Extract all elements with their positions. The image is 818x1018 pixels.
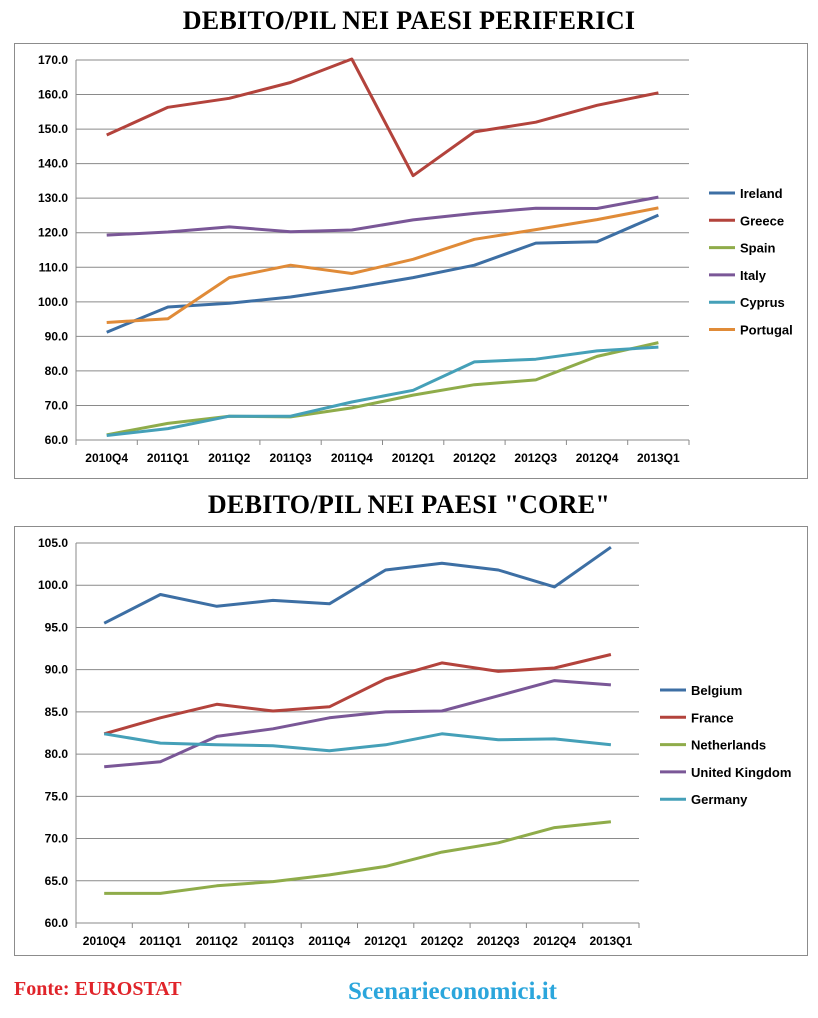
y-tick-label: 85.0 [45, 705, 69, 719]
x-tick-label: 2011Q1 [147, 451, 189, 465]
y-tick-label: 150.0 [38, 122, 68, 136]
series-line-cyprus [106, 345, 659, 437]
legend-label: Belgium [691, 683, 742, 698]
y-tick-label: 80.0 [45, 364, 69, 378]
legend-label: United Kingdom [691, 765, 791, 780]
y-tick-label: 95.0 [45, 620, 69, 634]
y-tick-label: 100.0 [38, 295, 68, 309]
chart1-title: DEBITO/PIL NEI PAESI PERIFERICI [182, 6, 636, 35]
legend-label: France [691, 710, 734, 725]
y-tick-label: 60.0 [45, 916, 69, 930]
y-tick-label: 100.0 [38, 578, 68, 592]
legend-label: Spain [740, 241, 775, 256]
x-tick-label: 2013Q1 [589, 934, 632, 948]
x-tick-label: 2012Q4 [576, 451, 619, 465]
chart2-plot: 60.0 65.0 70.0 75.0 80.0 85.0 90.0 95.0 100.0 105… [38, 536, 791, 948]
y-tick-label: 60.0 [45, 433, 69, 447]
x-tick-label: 2012Q4 [533, 934, 576, 948]
x-tick-label: 2011Q4 [308, 934, 350, 948]
x-tick-label: 2011Q4 [331, 451, 373, 465]
series-line-portugal [106, 206, 659, 324]
y-tick-label: 90.0 [45, 663, 69, 677]
x-tick-label: 2012Q3 [477, 934, 520, 948]
site-label: Scenarieconomici.it [348, 978, 557, 1005]
legend-label: Italy [740, 268, 767, 283]
x-tick-label: 2011Q3 [270, 451, 312, 465]
source-label: Fonte: EUROSTAT [14, 978, 182, 1000]
legend-label: Portugal [740, 323, 793, 338]
x-tick-label: 2012Q2 [453, 451, 496, 465]
series-line-spain [106, 341, 659, 437]
y-tick-label: 105.0 [38, 536, 68, 550]
x-tick-label: 2011Q1 [139, 934, 181, 948]
y-tick-label: 80.0 [45, 747, 69, 761]
chart2-title: DEBITO/PIL NEI PAESI "CORE" [207, 490, 611, 519]
series-line-greece [106, 57, 659, 178]
y-tick-label: 90.0 [45, 329, 69, 343]
y-tick-label: 120.0 [38, 226, 68, 240]
y-tick-label: 170.0 [38, 53, 68, 67]
y-tick-label: 110.0 [39, 260, 69, 274]
legend-label: Netherlands [691, 738, 766, 753]
legend-label: Greece [740, 213, 784, 228]
chart1-plot: 60.0 70.0 80.0 90.0 100.0 110.0 120.0 130.0 140.… [38, 53, 793, 465]
x-tick-label: 2012Q1 [364, 934, 407, 948]
legend-label: Germany [691, 792, 748, 807]
legend-label: Ireland [740, 186, 783, 201]
series-line-belgium [103, 545, 612, 625]
x-tick-label: 2013Q1 [637, 451, 680, 465]
legend-label: Cyprus [740, 295, 785, 310]
y-tick-label: 65.0 [45, 874, 69, 888]
series-line-france [103, 653, 612, 736]
x-tick-label: 2010Q4 [83, 934, 126, 948]
y-tick-label: 70.0 [45, 832, 69, 846]
series-line-ireland [106, 213, 659, 334]
chart2-frame: 60.0 65.0 70.0 75.0 80.0 85.0 90.0 95.0 100.0 105… [14, 526, 808, 956]
chart1-frame: 60.0 70.0 80.0 90.0 100.0 110.0 120.0 130.0 140.… [14, 43, 808, 479]
y-tick-label: 160.0 [38, 88, 68, 102]
x-tick-label: 2012Q1 [392, 451, 435, 465]
series-line-united-kingdom [104, 679, 612, 769]
y-tick-label: 130.0 [38, 191, 68, 205]
x-tick-label: 2012Q2 [421, 934, 464, 948]
y-tick-label: 70.0 [45, 398, 69, 412]
x-tick-label: 2010Q4 [85, 451, 128, 465]
x-tick-label: 2012Q3 [514, 451, 557, 465]
x-tick-label: 2011Q3 [252, 934, 294, 948]
x-tick-label: 2011Q2 [196, 934, 238, 948]
series-line-italy [106, 195, 659, 237]
series-line-germany [103, 732, 612, 753]
y-tick-label: 75.0 [45, 789, 69, 803]
x-tick-label: 2011Q2 [208, 451, 250, 465]
y-tick-label: 140.0 [38, 157, 68, 171]
series-line-netherlands [104, 820, 612, 895]
